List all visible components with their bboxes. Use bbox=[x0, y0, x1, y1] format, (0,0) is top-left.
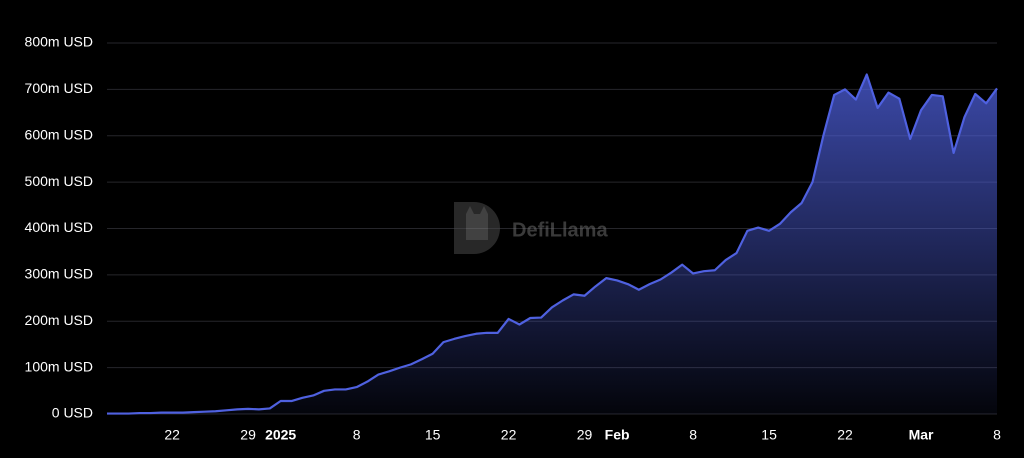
grid bbox=[107, 42, 997, 415]
x-tick-label: 22 bbox=[837, 427, 853, 443]
x-tick-label: 15 bbox=[761, 427, 777, 443]
x-tick-label: 15 bbox=[425, 427, 441, 443]
y-tick-label: 700m USD bbox=[25, 80, 93, 96]
x-tick-label: 29 bbox=[577, 427, 593, 443]
x-tick-label: 8 bbox=[689, 427, 697, 443]
x-tick-label: 8 bbox=[353, 427, 361, 443]
x-tick-label: 2025 bbox=[265, 427, 296, 443]
y-tick-label: 300m USD bbox=[25, 266, 93, 282]
line bbox=[107, 73, 998, 415]
area bbox=[107, 74, 997, 414]
x-tick-label: 8 bbox=[993, 427, 1001, 443]
x-tick-label: 22 bbox=[164, 427, 180, 443]
watermark: DefiLlama bbox=[454, 202, 608, 254]
y-tick-label: 400m USD bbox=[25, 219, 93, 235]
y-tick-label: 200m USD bbox=[25, 312, 93, 328]
x-tick-label: Mar bbox=[909, 427, 934, 443]
x-tick-label: Feb bbox=[605, 427, 630, 443]
y-tick-label: 500m USD bbox=[25, 173, 93, 189]
x-tick-label: 29 bbox=[240, 427, 256, 443]
y-tick-label: 600m USD bbox=[25, 126, 93, 142]
plot bbox=[107, 73, 998, 415]
watermark-text: DefiLlama bbox=[512, 219, 608, 241]
y-tick-label: 800m USD bbox=[25, 34, 93, 50]
y-tick-label: 0 USD bbox=[52, 405, 93, 421]
x-tick-label: 22 bbox=[501, 427, 517, 443]
y-tick-label: 100m USD bbox=[25, 358, 93, 374]
